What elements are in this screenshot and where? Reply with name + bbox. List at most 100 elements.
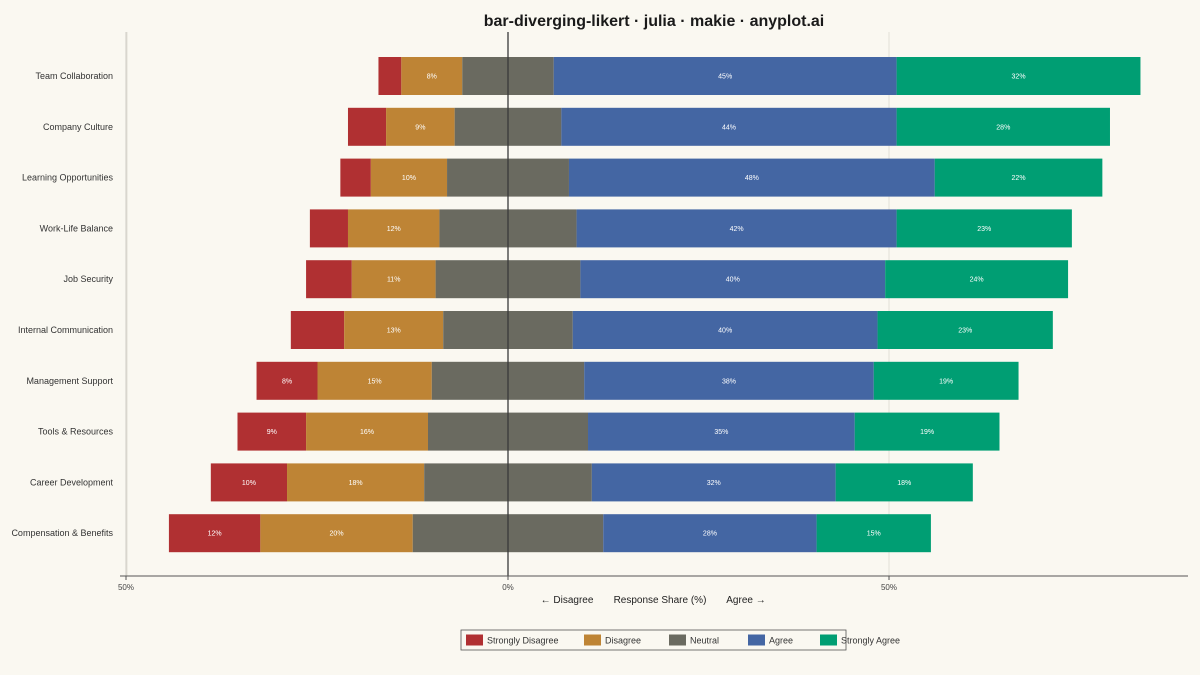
bar-segment: [934, 158, 1103, 197]
category-label: Team Collaboration: [35, 71, 113, 81]
bar-segment: [568, 158, 935, 197]
category-label: Tools & Resources: [38, 427, 114, 437]
bar-segment: [553, 57, 897, 95]
x-tick-labels: 50% 0% 50%: [118, 576, 897, 592]
bar-segment: [591, 463, 836, 502]
x-label-right: Agree →: [726, 595, 765, 606]
data-label: 23%: [958, 328, 972, 335]
data-label: 10%: [402, 175, 416, 182]
data-label: 8%: [427, 74, 437, 81]
data-label: 32%: [707, 480, 721, 487]
bar-segment: [835, 463, 973, 502]
bar-segment: [370, 158, 448, 197]
data-label: 18%: [349, 480, 363, 487]
data-label: 40%: [718, 328, 732, 335]
category-label: Internal Communication: [18, 325, 113, 335]
data-label: 24%: [970, 277, 984, 284]
data-label: 11%: [387, 277, 401, 284]
bar-segment: [576, 209, 897, 248]
bar-segment: [344, 311, 444, 349]
data-label: 12%: [387, 226, 401, 233]
bar-segment: [351, 260, 436, 299]
category-label: Career Development: [30, 477, 114, 487]
x-axis-label: Response Share (%): [614, 595, 707, 606]
data-label: 15%: [867, 531, 881, 538]
bar-segment: [290, 311, 345, 349]
data-label: 35%: [714, 429, 728, 436]
data-label: 38%: [722, 378, 736, 385]
data-label: 15%: [368, 378, 382, 385]
data-label: 32%: [1012, 74, 1026, 81]
data-label: 12%: [208, 531, 222, 538]
data-labels: 8% 45% 32% 9% 44% 28% 10% 48% 22% 12% 42% 23% 11% 40%…: [208, 32, 1026, 576]
category-label: Job Security: [63, 274, 113, 284]
x-tick-label: 0%: [502, 583, 514, 592]
bar-segment: [896, 57, 1141, 95]
data-label: 22%: [1012, 175, 1026, 182]
bar-segment: [386, 107, 455, 146]
bar-segment: [854, 412, 1000, 451]
category-label: Compensation & Benefits: [11, 528, 113, 538]
data-label: 40%: [726, 277, 740, 284]
bar-segment: [401, 57, 463, 95]
bar-segment: [306, 260, 352, 299]
bar-segment: [561, 107, 897, 146]
bar-segment: [260, 514, 413, 553]
data-label: 8%: [282, 378, 292, 385]
data-label: 28%: [996, 124, 1010, 131]
x-tick-label: 50%: [881, 583, 897, 592]
data-label: 23%: [977, 226, 991, 233]
bar-segment: [237, 412, 307, 451]
legend-swatch: [669, 634, 686, 646]
legend: Strongly Disagree Disagree Neutral Agree Str…: [460, 629, 900, 651]
bar-segment: [287, 463, 425, 502]
bar-segment: [896, 107, 1110, 146]
bar-segment: [378, 57, 402, 95]
data-label: 18%: [897, 480, 911, 487]
category-label: Work-Life Balance: [40, 223, 113, 233]
data-label: 45%: [718, 74, 732, 81]
x-tick-label: 50%: [118, 583, 134, 592]
bar-segment: [168, 514, 261, 553]
legend-label: Disagree: [605, 636, 641, 646]
legend-swatch: [748, 634, 765, 646]
bar-segment: [317, 361, 432, 400]
chart-title: bar-diverging-likert · julia · makie · a…: [484, 13, 825, 30]
bar-segment: [603, 514, 817, 553]
data-label: 42%: [730, 226, 744, 233]
bar-segment: [210, 463, 288, 502]
bar-segment: [256, 361, 318, 400]
data-label: 28%: [703, 531, 717, 538]
data-label: 48%: [745, 175, 759, 182]
bar-segment: [584, 361, 874, 400]
data-label: 44%: [722, 124, 736, 131]
category-label: Company Culture: [43, 122, 113, 132]
legend-label: Neutral: [690, 636, 719, 646]
axes: [120, 32, 1188, 577]
data-label: 19%: [939, 378, 953, 385]
legend-frame: [460, 629, 847, 651]
bar-segment: [896, 209, 1072, 248]
category-labels: Team Collaboration Company Culture Learnin…: [11, 71, 113, 538]
data-label: 9%: [267, 429, 277, 436]
data-label: 20%: [330, 531, 344, 538]
bar-segment: [309, 209, 348, 248]
bar-segment: [306, 412, 428, 451]
bar-segment: [580, 260, 886, 299]
legend-swatch: [466, 634, 483, 646]
bars: [168, 57, 1141, 553]
bar-segment: [347, 209, 440, 248]
legend-swatch: [584, 634, 601, 646]
x-label-left: ← Disagree: [541, 595, 594, 606]
category-label: Learning Opportunities: [22, 173, 114, 183]
bar-segment: [572, 311, 878, 349]
data-label: 10%: [242, 480, 256, 487]
bar-segment: [347, 107, 387, 146]
legend-label: Strongly Agree: [841, 636, 900, 646]
bar-segment: [588, 412, 855, 451]
data-label: 9%: [415, 124, 425, 131]
bar-segment: [816, 514, 931, 553]
bar-segment: [885, 260, 1069, 299]
data-label: 13%: [387, 328, 401, 335]
